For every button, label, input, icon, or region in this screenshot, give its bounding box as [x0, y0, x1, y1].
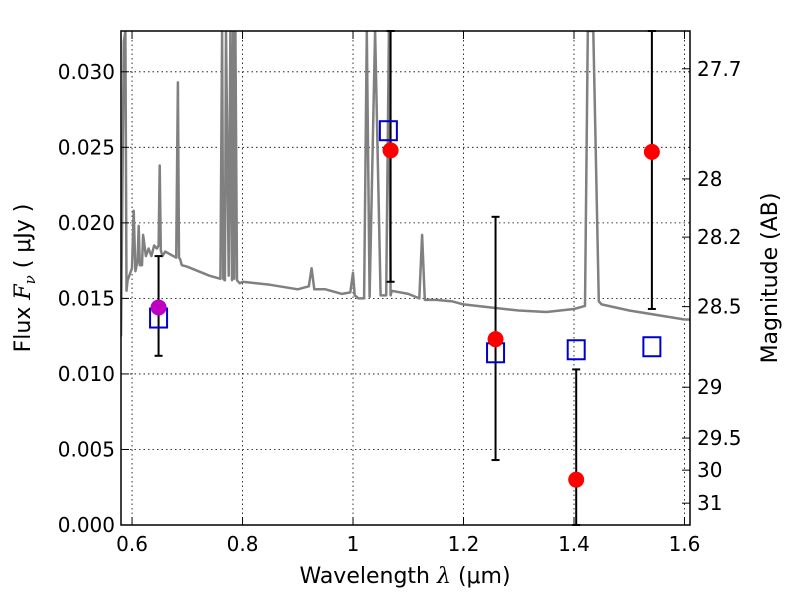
y-tick-label: 0.025 [58, 135, 115, 159]
y-tick-label: 0.005 [58, 437, 115, 461]
y-axis-title: Flux Fν ( μJy ) [11, 204, 39, 353]
spectrum-layer [121, 31, 690, 337]
axis-ticks: 0.6 0.8 1 1.2 1.4 1.6 0.000 0.005 0.010 0.015 0.02… [58, 31, 742, 556]
observed-point [382, 142, 399, 159]
model-photometry-square [566, 339, 586, 361]
plot-frame [120, 30, 691, 526]
y2-tick-label: 30 [697, 458, 722, 482]
y2-tick-label: 28 [697, 167, 722, 191]
y2-tick-label: 28.2 [697, 225, 742, 249]
model-photometry-square [378, 120, 398, 142]
observed-point [643, 143, 660, 160]
y-tick-label: 0.015 [58, 286, 115, 310]
x-tick-label: 1.4 [558, 532, 590, 556]
y2-axis-title: Magnitude (AB) [758, 193, 783, 364]
x-tick-label: 0.6 [116, 532, 148, 556]
observed-point [487, 331, 504, 348]
y2-tick-label: 29 [697, 375, 722, 399]
x-tick-label: 1.2 [448, 532, 480, 556]
observed-points [150, 142, 660, 488]
model-photometry-square [642, 336, 662, 358]
x-axis-title: Wavelength λ (μm) [299, 564, 510, 589]
y-tick-label: 0.020 [58, 211, 115, 235]
y2-tick-label: 28.5 [697, 295, 742, 319]
y-tick-label: 0.030 [58, 60, 115, 84]
y2-tick-label: 27.7 [697, 57, 742, 81]
x-tick-label: 0.8 [227, 532, 259, 556]
y2-tick-label: 29.5 [697, 426, 742, 450]
model-spectrum-line [121, 31, 690, 337]
observed-point [150, 299, 167, 316]
y-tick-label: 0.000 [58, 513, 115, 537]
observed-point [568, 471, 585, 488]
x-tick-label: 1 [347, 532, 360, 556]
y-tick-label: 0.010 [58, 362, 115, 386]
x-tick-label: 1.6 [669, 532, 701, 556]
y2-tick-label: 31 [697, 491, 722, 515]
